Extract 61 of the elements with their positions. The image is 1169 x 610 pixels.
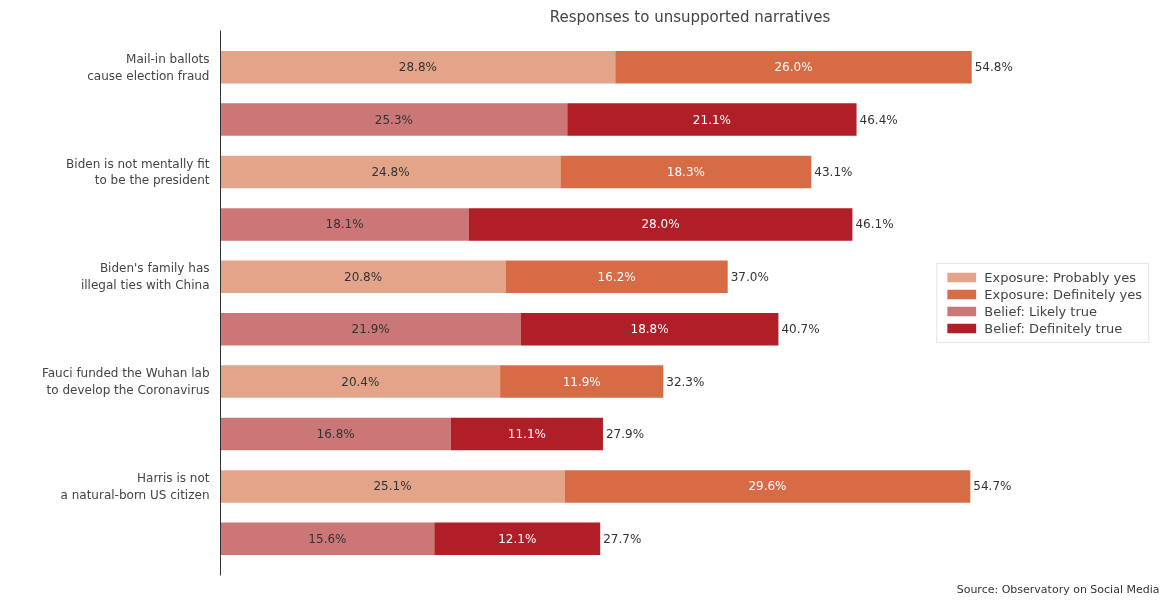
source-note: Source: Observatory on Social Media bbox=[956, 582, 1160, 596]
data-label: 20.4% bbox=[341, 374, 380, 389]
bar bbox=[500, 365, 664, 398]
total-label: 54.7% bbox=[973, 479, 1012, 494]
y-tick-label: Mail-in ballots cause election fraud bbox=[87, 51, 210, 83]
y-tick-label: Biden is not mentally fit to be the president bbox=[66, 156, 210, 188]
data-label: 25.3% bbox=[374, 112, 413, 127]
bar bbox=[220, 208, 469, 241]
data-label: 29.6% bbox=[748, 479, 787, 494]
data-label: 26.0% bbox=[774, 60, 813, 75]
data-label: 11.9% bbox=[562, 374, 601, 389]
data-label: 12.1% bbox=[498, 531, 537, 546]
data-label: 16.8% bbox=[316, 427, 355, 442]
y-tick-label: Fauci funded the Wuhan lab to develop the Coronavirus bbox=[41, 366, 210, 398]
total-label: 32.3% bbox=[666, 374, 705, 389]
y-tick-label: Harris is not a natural-born US citizen bbox=[60, 471, 210, 502]
legend-label: Exposure: Definitely yes bbox=[984, 286, 1142, 302]
bar bbox=[615, 50, 972, 84]
total-label: 27.9% bbox=[605, 427, 645, 442]
data-label: 18.1% bbox=[325, 217, 364, 232]
bar bbox=[220, 312, 521, 346]
y-tick-label: Biden's family has illegal ties with China bbox=[80, 261, 210, 293]
bar bbox=[505, 260, 728, 294]
total-label: 43.1% bbox=[814, 164, 853, 179]
total-label: 54.8% bbox=[974, 60, 1013, 75]
legend-label: Belief: Definitely true bbox=[984, 320, 1123, 336]
bar bbox=[520, 312, 779, 346]
total-label: 40.7% bbox=[781, 322, 820, 337]
bar bbox=[220, 155, 561, 189]
bar bbox=[220, 103, 568, 136]
total-label: 37.0% bbox=[730, 269, 769, 284]
legend-label: Belief: Likely true bbox=[984, 303, 1098, 319]
data-label: 15.6% bbox=[308, 531, 347, 546]
bar bbox=[220, 470, 565, 503]
bar bbox=[564, 470, 971, 503]
data-label: 18.3% bbox=[666, 164, 705, 179]
bar bbox=[220, 50, 616, 84]
bar bbox=[560, 155, 812, 189]
data-label: 24.8% bbox=[371, 164, 410, 179]
bar bbox=[567, 103, 857, 136]
data-label: 20.8% bbox=[344, 269, 383, 284]
bar bbox=[220, 365, 501, 398]
bar bbox=[220, 522, 435, 556]
data-label: 21.1% bbox=[692, 112, 731, 127]
bar bbox=[220, 260, 506, 294]
total-label: 46.4% bbox=[859, 112, 898, 127]
total-label: 27.7% bbox=[603, 531, 642, 546]
legend-label: Exposure: Probably yes bbox=[984, 269, 1136, 285]
data-label: 25.1% bbox=[373, 479, 412, 494]
data-label: 28.0% bbox=[641, 217, 680, 232]
bar bbox=[220, 417, 451, 451]
chart-title: Responses to unsupported narratives bbox=[549, 7, 831, 26]
data-label: 28.8% bbox=[398, 60, 437, 75]
total-label: 46.1% bbox=[855, 217, 894, 232]
data-label: 16.2% bbox=[597, 269, 636, 284]
bar bbox=[450, 417, 603, 451]
data-label: 11.1% bbox=[507, 427, 546, 442]
bar bbox=[468, 208, 853, 241]
bar bbox=[434, 522, 601, 556]
data-label: 18.8% bbox=[630, 322, 669, 337]
data-label: 21.9% bbox=[351, 322, 390, 337]
